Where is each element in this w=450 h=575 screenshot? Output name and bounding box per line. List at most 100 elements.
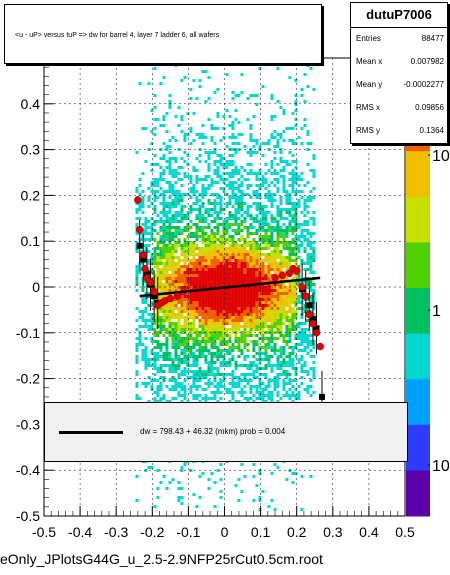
heat-cell xyxy=(210,283,214,286)
heat-cell xyxy=(153,229,157,232)
heat-cell xyxy=(309,241,313,244)
heat-cell xyxy=(258,397,262,400)
heat-cell xyxy=(279,289,283,292)
heat-cell xyxy=(225,391,229,394)
heat-cell xyxy=(222,307,226,310)
heat-cell xyxy=(174,250,178,253)
heat-cell xyxy=(243,334,247,337)
heat-cell xyxy=(168,172,172,175)
heat-cell xyxy=(171,172,175,175)
heat-cell xyxy=(192,313,196,316)
heat-cell xyxy=(228,256,232,259)
heat-cell xyxy=(273,226,277,229)
heat-cell xyxy=(306,64,310,67)
heat-cell xyxy=(276,376,280,379)
heat-cell xyxy=(186,214,190,217)
heat-cell xyxy=(141,349,145,352)
heat-cell xyxy=(243,271,247,274)
heat-cell xyxy=(252,361,256,364)
heat-cell xyxy=(261,226,265,229)
heat-cell xyxy=(282,301,286,304)
heat-cell xyxy=(279,265,283,268)
heat-cell xyxy=(237,94,241,97)
heat-cell xyxy=(201,388,205,391)
heat-cell xyxy=(252,325,256,328)
heat-cell xyxy=(309,247,313,250)
heat-cell xyxy=(168,187,172,190)
heat-cell xyxy=(303,340,307,343)
heat-cell xyxy=(135,319,139,322)
stats-box: dutuP7006 Entries 88477 Mean x 0.007982 … xyxy=(350,2,448,144)
heat-cell xyxy=(183,271,187,274)
heat-cell xyxy=(222,337,226,340)
heat-cell xyxy=(276,235,280,238)
heat-cell xyxy=(204,400,208,403)
heat-cell xyxy=(297,280,301,283)
heat-cell xyxy=(294,247,298,250)
heat-cell xyxy=(168,259,172,262)
heat-cell xyxy=(276,223,280,226)
heat-cell xyxy=(282,190,286,193)
heat-cell xyxy=(231,304,235,307)
heat-cell xyxy=(294,316,298,319)
heat-cell xyxy=(288,151,292,154)
heat-cell xyxy=(240,202,244,205)
heat-cell xyxy=(258,205,262,208)
heat-cell xyxy=(291,169,295,172)
heat-cell xyxy=(261,358,265,361)
heat-cell xyxy=(189,334,193,337)
heat-cell xyxy=(168,205,172,208)
heat-cell xyxy=(309,199,313,202)
heat-cell xyxy=(270,316,274,319)
heat-cell xyxy=(237,382,241,385)
heat-cell xyxy=(246,274,250,277)
heat-cell xyxy=(282,364,286,367)
heat-cell xyxy=(270,262,274,265)
heat-cell xyxy=(279,214,283,217)
color-scale-band xyxy=(406,196,430,243)
heat-cell xyxy=(228,301,232,304)
heat-cell xyxy=(261,394,265,397)
heat-cell xyxy=(225,229,229,232)
heat-cell xyxy=(270,370,274,373)
heat-cell xyxy=(177,355,181,358)
heat-cell xyxy=(225,361,229,364)
heat-cell xyxy=(195,259,199,262)
heat-cell xyxy=(186,223,190,226)
heat-cell xyxy=(225,322,229,325)
heat-cell xyxy=(249,292,253,295)
heat-cell xyxy=(153,196,157,199)
heat-cell xyxy=(147,199,151,202)
heat-cell xyxy=(243,274,247,277)
heat-cell xyxy=(309,265,313,268)
heat-cell xyxy=(273,325,277,328)
heat-cell xyxy=(183,319,187,322)
heat-cell xyxy=(243,220,247,223)
heat-cell xyxy=(288,298,292,301)
heat-cell xyxy=(201,355,205,358)
heat-cell xyxy=(306,130,310,133)
heat-cell xyxy=(222,319,226,322)
heat-cell xyxy=(285,127,289,130)
heat-cell xyxy=(249,316,253,319)
heat-cell xyxy=(240,220,244,223)
heat-cell xyxy=(216,283,220,286)
heat-cell xyxy=(240,337,244,340)
heat-cell xyxy=(150,235,154,238)
heat-cell xyxy=(255,307,259,310)
heat-cell xyxy=(240,463,244,466)
heat-cell xyxy=(180,469,184,472)
heat-cell xyxy=(189,244,193,247)
heat-cell xyxy=(183,340,187,343)
heat-cell xyxy=(309,283,313,286)
heat-cell xyxy=(171,388,175,391)
heat-cell xyxy=(291,346,295,349)
heat-cell xyxy=(267,340,271,343)
heat-cell xyxy=(255,295,259,298)
heat-cell xyxy=(237,391,241,394)
heat-cell xyxy=(189,271,193,274)
heat-cell xyxy=(183,280,187,283)
heat-cell xyxy=(168,289,172,292)
heat-cell xyxy=(249,325,253,328)
heat-cell xyxy=(207,487,211,490)
